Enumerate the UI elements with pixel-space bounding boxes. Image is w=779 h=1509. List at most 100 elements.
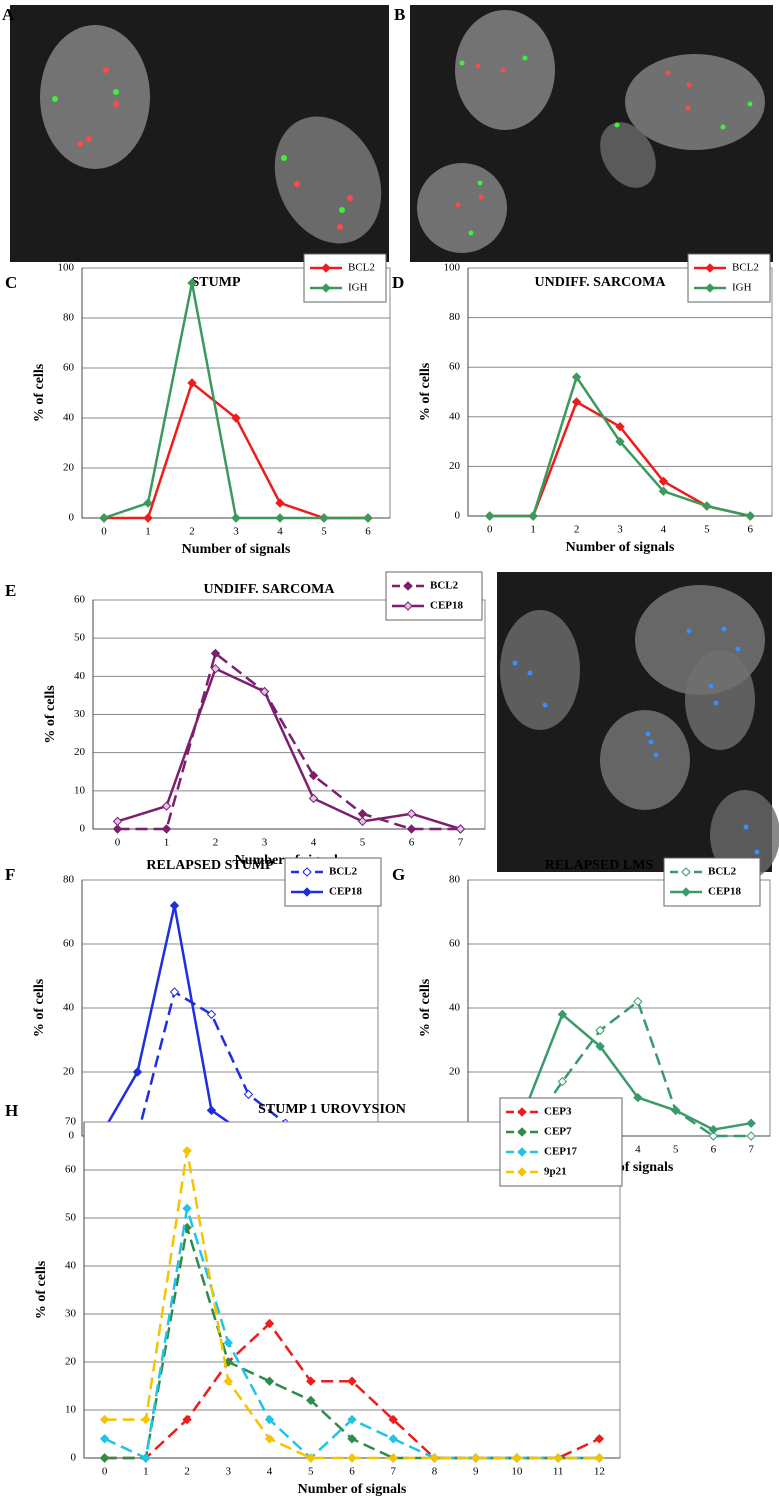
y-tick-label: 20 xyxy=(74,746,86,758)
data-point xyxy=(708,1124,719,1135)
x-tick-label: 4 xyxy=(311,837,317,849)
legend-marker xyxy=(517,1127,527,1137)
data-point xyxy=(141,1414,151,1425)
data-point xyxy=(615,422,625,432)
legend-label: CEP18 xyxy=(329,886,363,898)
x-tick-label: 4 xyxy=(635,1144,641,1156)
x-tick-label: 6 xyxy=(711,1144,717,1156)
y-axis-title: % of cells xyxy=(34,1260,49,1319)
x-tick-label: 6 xyxy=(748,524,754,536)
legend-label: IGH xyxy=(732,282,752,294)
data-point xyxy=(264,1414,275,1425)
x-tick-label: 10 xyxy=(511,1466,523,1478)
legend-marker xyxy=(302,887,312,897)
y-tick-label: 60 xyxy=(63,362,75,374)
data-point xyxy=(571,372,582,382)
y-tick-label: 80 xyxy=(63,874,75,886)
series-line xyxy=(117,651,461,831)
data-point xyxy=(99,1434,110,1444)
x-tick-label: 7 xyxy=(748,1144,754,1156)
y-tick-label: 20 xyxy=(63,462,75,474)
x-tick-label: 6 xyxy=(365,526,371,538)
legend-marker xyxy=(517,1147,527,1157)
x-tick-label: 2 xyxy=(574,524,580,536)
data-point xyxy=(182,1146,192,1156)
data-point xyxy=(363,513,373,523)
data-point xyxy=(264,1318,275,1329)
legend-marker xyxy=(321,283,331,293)
data-point xyxy=(357,816,368,827)
y-tick-label: 30 xyxy=(74,708,86,720)
data-point xyxy=(470,1453,481,1463)
data-point xyxy=(132,1067,143,1077)
legend-label: CEP3 xyxy=(544,1106,572,1118)
legend-label: CEP17 xyxy=(544,1146,578,1158)
x-tick-label: 8 xyxy=(432,1466,438,1478)
x-tick-label: 3 xyxy=(617,524,623,536)
data-point xyxy=(388,1453,398,1463)
data-point xyxy=(182,1203,192,1214)
data-point xyxy=(658,476,669,486)
data-point xyxy=(141,1453,151,1463)
y-tick-label: 0 xyxy=(71,1452,77,1464)
data-point xyxy=(455,824,466,834)
data-point xyxy=(347,1434,357,1444)
x-tick-label: 1 xyxy=(145,526,151,538)
data-point xyxy=(161,824,172,834)
panel-label: D xyxy=(392,273,404,292)
data-point xyxy=(99,1414,110,1425)
x-tick-label: 4 xyxy=(277,526,283,538)
x-tick-label: 3 xyxy=(226,1466,232,1478)
y-tick-label: 20 xyxy=(449,460,461,472)
data-point xyxy=(169,987,180,997)
data-point xyxy=(571,397,582,407)
y-tick-label: 60 xyxy=(65,1164,77,1176)
y-axis-title: % of cells xyxy=(418,362,433,421)
legend-label: BCL2 xyxy=(430,580,459,592)
series-line xyxy=(486,1012,752,1138)
y-tick-label: 80 xyxy=(449,311,461,323)
legend-marker xyxy=(302,867,312,877)
y-tick-label: 0 xyxy=(69,512,75,524)
y-tick-label: 10 xyxy=(65,1404,77,1416)
y-tick-label: 30 xyxy=(65,1308,77,1320)
data-point xyxy=(243,1089,254,1100)
legend-marker xyxy=(681,867,691,877)
chart-title: STUMP xyxy=(192,275,241,290)
x-tick-label: 0 xyxy=(115,837,121,849)
legend-marker xyxy=(517,1107,527,1117)
y-tick-label: 40 xyxy=(449,1002,461,1014)
y-tick-label: 20 xyxy=(63,1066,75,1078)
legend-label: 9p21 xyxy=(544,1166,567,1178)
y-tick-label: 0 xyxy=(455,510,461,522)
y-tick-label: 70 xyxy=(65,1116,77,1128)
data-point xyxy=(231,513,241,523)
y-tick-label: 40 xyxy=(74,670,86,682)
data-point xyxy=(702,501,712,511)
data-point xyxy=(595,1025,605,1036)
data-point xyxy=(512,1453,522,1463)
data-point xyxy=(223,1376,234,1386)
x-tick-label: 2 xyxy=(184,1466,190,1478)
y-tick-label: 100 xyxy=(58,262,75,274)
y-tick-label: 80 xyxy=(63,312,75,324)
y-tick-label: 20 xyxy=(449,1066,461,1078)
y-tick-label: 0 xyxy=(69,1130,75,1142)
x-tick-label: 5 xyxy=(308,1466,314,1478)
legend-label: CEP7 xyxy=(544,1126,572,1138)
x-tick-label: 1 xyxy=(164,837,170,849)
chart-title: STUMP 1 UROVYSION xyxy=(258,1102,406,1117)
x-axis-title: Number of signals xyxy=(566,540,675,555)
x-tick-label: 7 xyxy=(390,1466,396,1478)
legend-box xyxy=(284,857,382,907)
legend-marker xyxy=(517,1167,527,1177)
y-tick-label: 40 xyxy=(65,1260,77,1272)
x-tick-label: 5 xyxy=(673,1144,679,1156)
data-point xyxy=(259,686,270,697)
data-point xyxy=(306,1376,316,1386)
data-point xyxy=(210,663,221,674)
x-tick-label: 3 xyxy=(262,837,268,849)
x-tick-label: 4 xyxy=(661,524,667,536)
data-point xyxy=(308,770,319,781)
